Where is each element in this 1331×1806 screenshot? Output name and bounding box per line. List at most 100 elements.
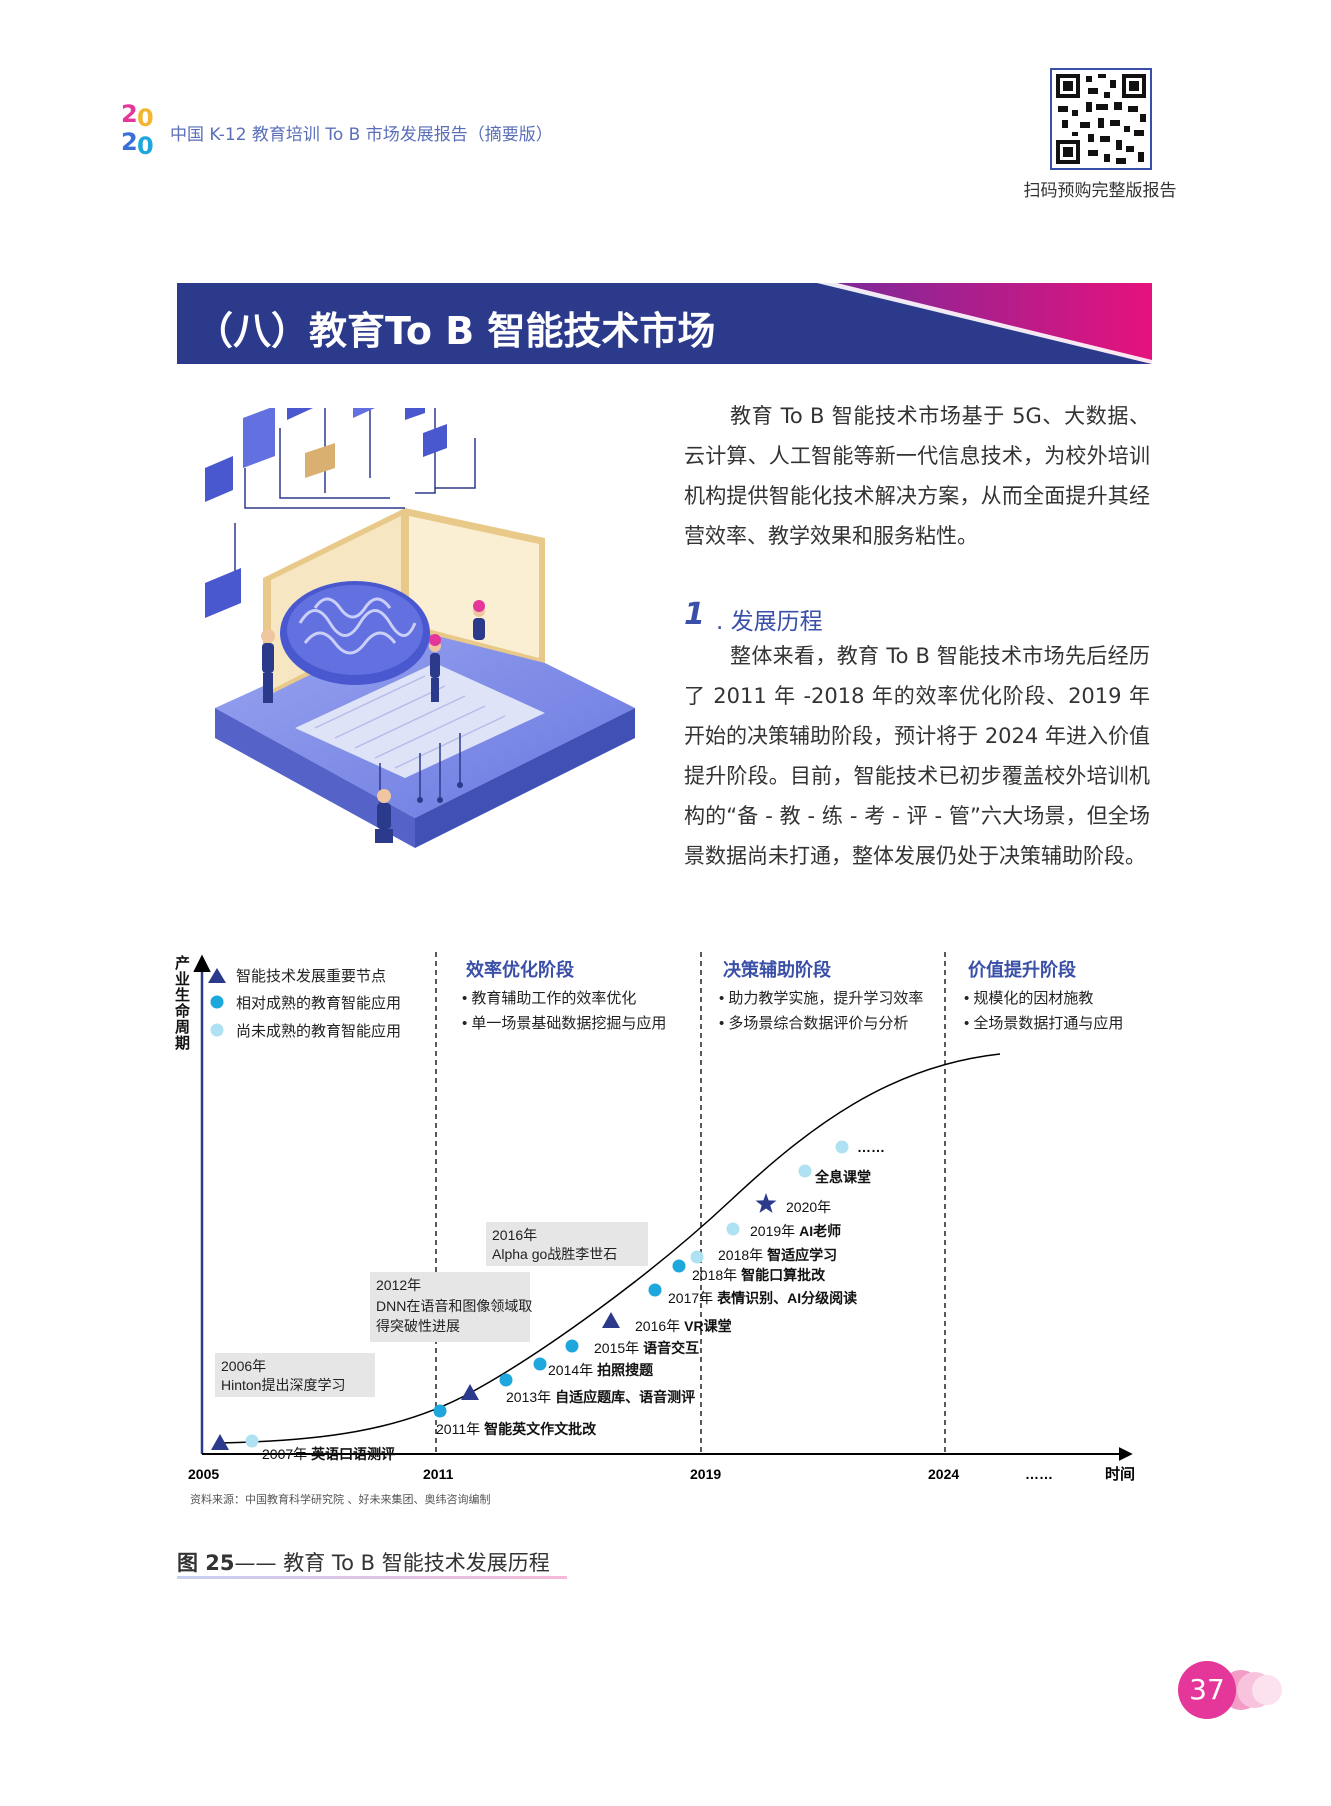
logo-digit: 0 xyxy=(137,132,154,160)
point-year: 2014年 xyxy=(548,1362,593,1378)
figure-number: 图 25 xyxy=(177,1551,235,1575)
point-year: 2018年 xyxy=(692,1267,737,1283)
milestone-box xyxy=(370,1272,530,1342)
application-dot-marker xyxy=(798,1164,812,1178)
point-label: 2019年 AI老师 xyxy=(750,1223,841,1239)
milestone-text: Alpha go战胜李世石 xyxy=(492,1246,617,1262)
point-label: …… xyxy=(857,1139,885,1155)
intro-paragraph: 教育 To B 智能技术市场基于 5G、大数据、云计算、人工智能等新一代信息技术… xyxy=(684,396,1150,556)
point-application: 自适应题库、语音测评 xyxy=(555,1389,695,1405)
application-dot-marker xyxy=(690,1250,704,1264)
section-banner xyxy=(177,283,1152,364)
body-text: 整体来看，教育 To B 智能技术市场先后经历了 2011 年 -2018 年的… xyxy=(684,644,1150,868)
milestone-triangle-marker xyxy=(602,1312,620,1328)
milestone-box xyxy=(486,1222,648,1266)
stage-bullet: • 多场景综合数据评价与分析 xyxy=(719,1015,908,1032)
milestone-text: 得突破性进展 xyxy=(376,1318,460,1334)
section-title: （八）教育To B 智能技术市场 xyxy=(195,309,716,353)
logo-digit: 0 xyxy=(137,104,154,132)
report-title: 中国 K-12 教育培训 To B 市场发展报告（摘要版） xyxy=(170,125,553,145)
point-year: 2013年 xyxy=(506,1389,551,1405)
application-dot-marker xyxy=(533,1357,547,1371)
point-application: 语音交互 xyxy=(643,1340,699,1356)
point-label: 2020年 xyxy=(786,1199,831,1215)
milestone-year: 2016年 xyxy=(492,1227,537,1243)
figure-dash: —— xyxy=(234,1551,277,1575)
stage-bullet: • 全场景数据打通与应用 xyxy=(964,1014,1123,1032)
point-application: 智能口算批改 xyxy=(740,1267,826,1283)
point-year: 2018年 xyxy=(718,1247,763,1263)
subsection-title: . 发展历程 xyxy=(716,609,823,635)
milestone-box xyxy=(215,1353,375,1397)
legend-light-dot-marker xyxy=(210,1023,224,1037)
x-tick-label: 2005 xyxy=(188,1466,219,1482)
legend-label: 尚未成熟的教育智能应用 xyxy=(236,1022,401,1040)
y-axis-label: 产业生命周期 xyxy=(173,955,191,1051)
figure-caption: 图 25—— 教育 To B 智能技术发展历程 xyxy=(177,1547,550,1577)
point-label: 2016年 VR课堂 xyxy=(635,1318,732,1334)
x-tick-label: 2019 xyxy=(690,1466,721,1482)
point-year: 2016年 xyxy=(635,1318,680,1334)
x-tick-label: …… xyxy=(1025,1466,1053,1482)
point-application: 拍照搜题 xyxy=(597,1362,654,1378)
point-label: 2007年 英语口语测评 xyxy=(262,1446,395,1462)
milestone-triangle-marker xyxy=(211,1434,229,1450)
ai-brain-laptop-illustration xyxy=(205,408,635,848)
legend-label: 智能技术发展重要节点 xyxy=(236,967,386,985)
report-logo: 2 0 2 0 xyxy=(118,98,166,158)
application-dot-marker xyxy=(835,1140,849,1154)
legend-label: 相对成熟的教育智能应用 xyxy=(236,994,401,1012)
point-application: 表情识别、AI分级阅读 xyxy=(716,1290,857,1306)
caption-underline xyxy=(177,1576,567,1579)
point-application: AI老师 xyxy=(799,1223,841,1239)
point-label: 2011年 智能英文作文批改 xyxy=(436,1421,597,1437)
application-dot-marker xyxy=(565,1339,579,1353)
milestone-year: 2012年 xyxy=(376,1277,421,1293)
application-dot-marker xyxy=(499,1373,513,1387)
point-label: 2015年 语音交互 xyxy=(594,1340,699,1356)
qr-caption: 扫码预购完整版报告 xyxy=(1023,181,1177,201)
point-application: 英语口语测评 xyxy=(310,1446,395,1462)
legend-dark-dot-marker xyxy=(210,995,224,1009)
x-axis-label: 时间 xyxy=(1105,1465,1135,1483)
point-application: VR课堂 xyxy=(684,1318,731,1334)
logo-digit: 2 xyxy=(121,100,138,128)
application-dot-marker xyxy=(648,1283,662,1297)
point-year: 2019年 xyxy=(750,1223,795,1239)
intro-text: 教育 To B 智能技术市场基于 5G、大数据、云计算、人工智能等新一代信息技术… xyxy=(684,404,1150,548)
stage-title: 价值提升阶段 xyxy=(968,959,1077,980)
milestone-text: Hinton提出深度学习 xyxy=(221,1377,345,1393)
point-application: 智能英文作文批改 xyxy=(483,1421,597,1437)
stage-title: 效率优化阶段 xyxy=(466,959,575,980)
point-label: 2013年 自适应题库、语音测评 xyxy=(506,1389,695,1405)
page-number: 37 xyxy=(1178,1661,1236,1719)
stage-bullet: • 单一场景基础数据挖掘与应用 xyxy=(462,1014,666,1032)
milestone-text: DNN在语音和图像领域取 xyxy=(376,1298,532,1314)
point-year: 2017年 xyxy=(668,1290,713,1306)
milestone-triangle-marker xyxy=(461,1384,479,1400)
point-label: 2018年 智适应学习 xyxy=(718,1247,837,1263)
lifecycle-curve xyxy=(219,1053,1001,1444)
point-year: 2015年 xyxy=(594,1340,639,1356)
application-dot-marker xyxy=(672,1259,686,1273)
point-label: 2018年 智能口算批改 xyxy=(692,1267,826,1283)
application-dot-marker xyxy=(726,1222,740,1236)
point-application: …… xyxy=(857,1139,885,1155)
point-year: 2011年 xyxy=(436,1421,480,1437)
source-note: 资料来源：中国教育科学研究院 、好未来集团、奥纬咨询编制 xyxy=(190,1493,491,1506)
subsection-number: 1 xyxy=(684,597,705,632)
application-dot-marker xyxy=(245,1434,259,1448)
application-dot-marker xyxy=(433,1404,447,1418)
body-paragraph: 整体来看，教育 To B 智能技术市场先后经历了 2011 年 -2018 年的… xyxy=(684,636,1150,876)
point-application: 智适应学习 xyxy=(766,1247,837,1263)
stage-bullet: • 规模化的因材施教 xyxy=(964,990,1093,1007)
milestone-star-marker xyxy=(755,1193,777,1213)
point-application: 全息课堂 xyxy=(814,1169,871,1185)
point-label: 全息课堂 xyxy=(814,1169,871,1185)
qr-code[interactable] xyxy=(1050,68,1152,170)
point-label: 2014年 拍照搜题 xyxy=(548,1362,654,1378)
stage-bullet: • 教育辅助工作的效率优化 xyxy=(462,990,636,1007)
x-tick-label: 2024 xyxy=(928,1466,959,1482)
point-year: 2020年 xyxy=(786,1199,831,1215)
